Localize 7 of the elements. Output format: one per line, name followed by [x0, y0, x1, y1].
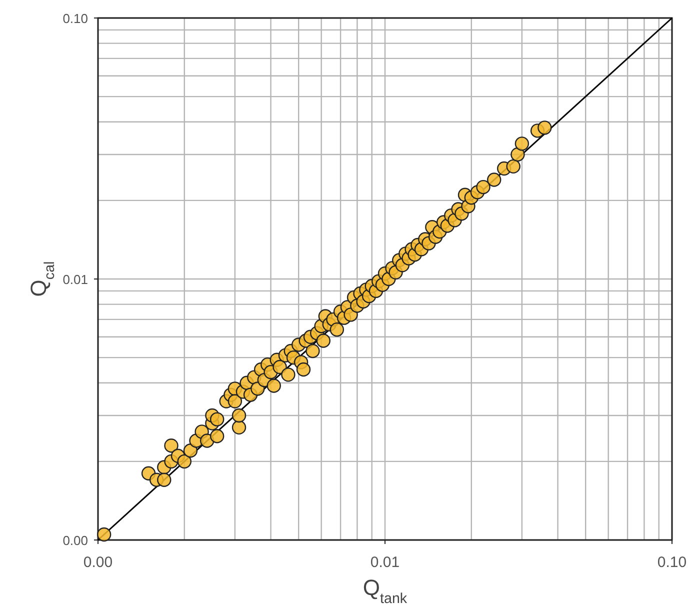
- y-tick-label: 0.01: [62, 272, 88, 287]
- y-tick-label: 0.10: [62, 11, 88, 26]
- y-tick-label: 0.00: [62, 533, 88, 548]
- x-tick-label: 0.00: [83, 554, 113, 571]
- x-axis-title: Q$_{tank}$: [362, 575, 408, 607]
- x-tick-label: 0.10: [657, 554, 687, 571]
- x-tick-label: 0.01: [370, 554, 400, 571]
